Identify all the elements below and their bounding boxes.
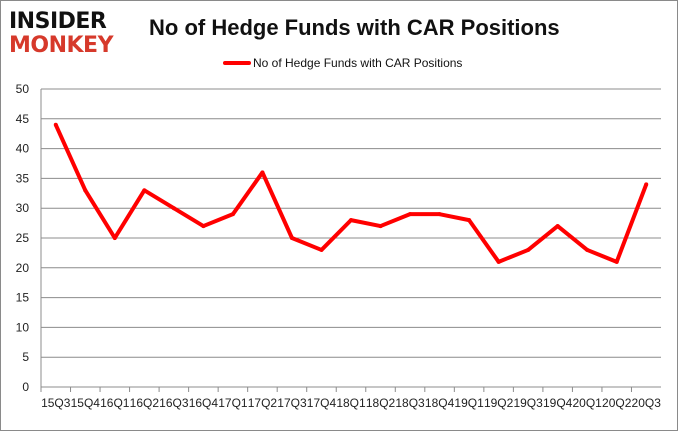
chart-title: No of Hedge Funds with CAR Positions xyxy=(149,15,560,40)
data-point xyxy=(171,206,176,211)
x-tick-label: 19Q2 xyxy=(484,396,514,410)
data-point xyxy=(408,212,413,217)
series-line xyxy=(53,123,649,264)
insider-monkey-logo: INSIDER MONKEY xyxy=(9,9,127,58)
x-tick-label: 16Q3 xyxy=(159,396,189,410)
y-tick-label: 25 xyxy=(16,231,30,245)
x-tick-label: 20Q1 xyxy=(573,396,603,410)
x-tick-label: 16Q4 xyxy=(189,396,219,410)
x-tick-label: 15Q4 xyxy=(71,396,101,410)
data-point xyxy=(585,247,590,252)
y-tick-label: 5 xyxy=(22,350,29,364)
data-point xyxy=(555,224,560,229)
y-tick-label: 20 xyxy=(16,261,30,275)
data-point xyxy=(260,170,265,175)
x-tick-label: 15Q3 xyxy=(41,396,71,410)
x-tick-label: 18Q1 xyxy=(336,396,366,410)
legend-swatch xyxy=(223,61,251,65)
x-tick-label: 18Q4 xyxy=(425,396,455,410)
data-point xyxy=(53,122,58,127)
data-point xyxy=(467,218,472,223)
legend: No of Hedge Funds with CAR Positions xyxy=(223,56,462,70)
data-point xyxy=(142,188,147,193)
x-tick-label: 19Q1 xyxy=(454,396,484,410)
y-tick-label: 10 xyxy=(16,320,30,334)
x-tick-label: 16Q2 xyxy=(130,396,160,410)
legend-label: No of Hedge Funds with CAR Positions xyxy=(253,56,463,70)
x-tick-label: 17Q4 xyxy=(307,396,337,410)
data-point xyxy=(614,259,619,264)
x-tick-label: 18Q3 xyxy=(395,396,425,410)
y-tick-label: 40 xyxy=(16,142,30,156)
data-point xyxy=(319,247,324,252)
data-point xyxy=(526,247,531,252)
x-tick-label: 16Q1 xyxy=(100,396,130,410)
data-point xyxy=(230,212,235,217)
data-point xyxy=(83,188,88,193)
data-point xyxy=(644,182,649,187)
y-tick-label: 45 xyxy=(16,112,30,126)
x-tick-label: 17Q2 xyxy=(248,396,278,410)
data-point xyxy=(349,218,353,223)
data-point xyxy=(289,236,294,240)
data-point xyxy=(496,259,501,264)
x-tick-label: 17Q1 xyxy=(218,396,248,410)
logo-line-2: MONKEY xyxy=(9,33,114,58)
data-point xyxy=(378,224,383,229)
x-tick-label: 20Q3 xyxy=(632,396,662,410)
x-tick-label: 20Q2 xyxy=(602,396,632,410)
y-tick-label: 30 xyxy=(16,201,30,215)
data-point xyxy=(112,236,117,240)
y-tick-label: 50 xyxy=(16,82,30,96)
y-tick-label: 0 xyxy=(22,380,29,394)
logo-line-1: INSIDER xyxy=(9,9,107,34)
x-tick-label: 18Q2 xyxy=(366,396,396,410)
y-tick-label: 35 xyxy=(16,171,30,185)
x-tick-label: 19Q4 xyxy=(543,396,573,410)
data-point xyxy=(437,212,442,217)
x-tick-label: 17Q3 xyxy=(277,396,307,410)
y-tick-label: 15 xyxy=(16,291,30,305)
x-tick-label: 19Q3 xyxy=(513,396,543,410)
data-point xyxy=(201,224,206,229)
